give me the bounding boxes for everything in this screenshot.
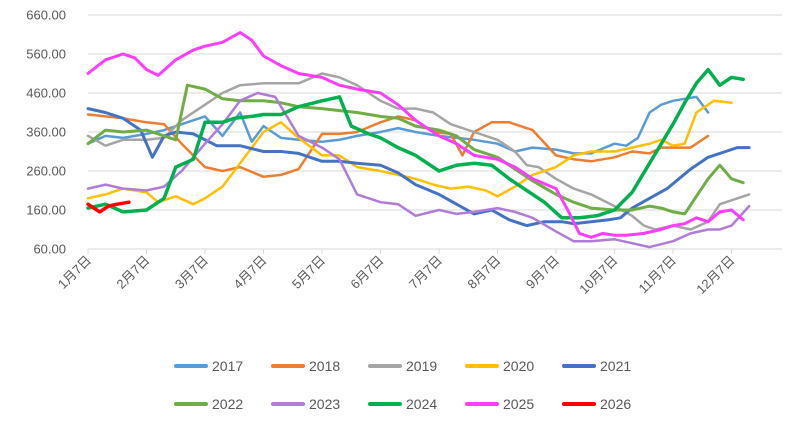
series-line-2023 [86, 91, 751, 249]
legend-item-2018: 2018 [271, 358, 340, 374]
y-axis-ticks: 660.00 560.00 460.00 360.00 260.00 160.00 60.0… [26, 8, 66, 257]
y-tick-label: 660.00 [26, 8, 66, 23]
legend-label: 2022 [212, 396, 243, 412]
y-tick-label: 60.00 [33, 242, 66, 257]
legend-label: 2017 [212, 358, 243, 374]
series-line-2026 [86, 200, 131, 214]
legend-item-2022: 2022 [174, 396, 243, 412]
y-tick-label: 360.00 [26, 125, 66, 140]
y-tick-label: 260.00 [26, 164, 66, 179]
legend-item-2024: 2024 [368, 396, 437, 412]
y-tick-label: 560.00 [26, 47, 66, 62]
legend-label: 2026 [600, 396, 631, 412]
legend-label: 2021 [600, 358, 631, 374]
legend-item-2021: 2021 [562, 358, 631, 374]
x-tick-label: 3月7日 [172, 253, 211, 292]
series-line-2021 [86, 107, 751, 228]
series-line-2025 [86, 31, 745, 239]
series-line-2019 [86, 72, 751, 231]
x-tick-label: 10月7日 [576, 253, 620, 297]
series-line-2024 [86, 67, 745, 220]
y-tick-label: 460.00 [26, 86, 66, 101]
x-tick-label: 6月7日 [347, 253, 386, 292]
y-tick-label: 160.00 [26, 203, 66, 218]
legend-label: 2018 [309, 358, 340, 374]
x-tick-label: 2月7日 [113, 253, 152, 292]
x-tick-label: 11月7日 [635, 253, 679, 297]
legend-label: 2024 [406, 396, 437, 412]
x-axis-ticks: 1月7日 2月7日 3月7日 4月7日 5月7日 6月7日 7月7日 8月7日 9月7日 10月7… [55, 249, 738, 297]
legend-item-2020: 2020 [465, 358, 534, 374]
legend-label: 2019 [406, 358, 437, 374]
x-tick-label: 7月7日 [406, 253, 445, 292]
legend-label: 2025 [503, 396, 534, 412]
x-tick-label: 4月7日 [230, 253, 269, 292]
x-tick-label: 12月7日 [693, 253, 737, 297]
legend-item-2017: 2017 [174, 358, 243, 374]
legend-item-2025: 2025 [465, 396, 534, 412]
legend-label: 2023 [309, 396, 340, 412]
legend-item-2023: 2023 [271, 396, 340, 412]
legend-item-2019: 2019 [368, 358, 437, 374]
x-tick-label: 9月7日 [523, 253, 562, 292]
x-tick-label: 1月7日 [55, 253, 94, 292]
x-tick-label: 5月7日 [289, 253, 328, 292]
x-tick-label: 8月7日 [464, 253, 503, 292]
legend: 2017 2018 2019 2020 2021 2022 2023 2024 2025 2026 [174, 358, 631, 412]
series-line-2022 [86, 83, 745, 216]
series-lines [86, 31, 751, 249]
legend-label: 2020 [503, 358, 534, 374]
legend-item-2026: 2026 [562, 396, 631, 412]
series-line-2020 [86, 99, 733, 206]
series-line-2017 [86, 95, 710, 155]
